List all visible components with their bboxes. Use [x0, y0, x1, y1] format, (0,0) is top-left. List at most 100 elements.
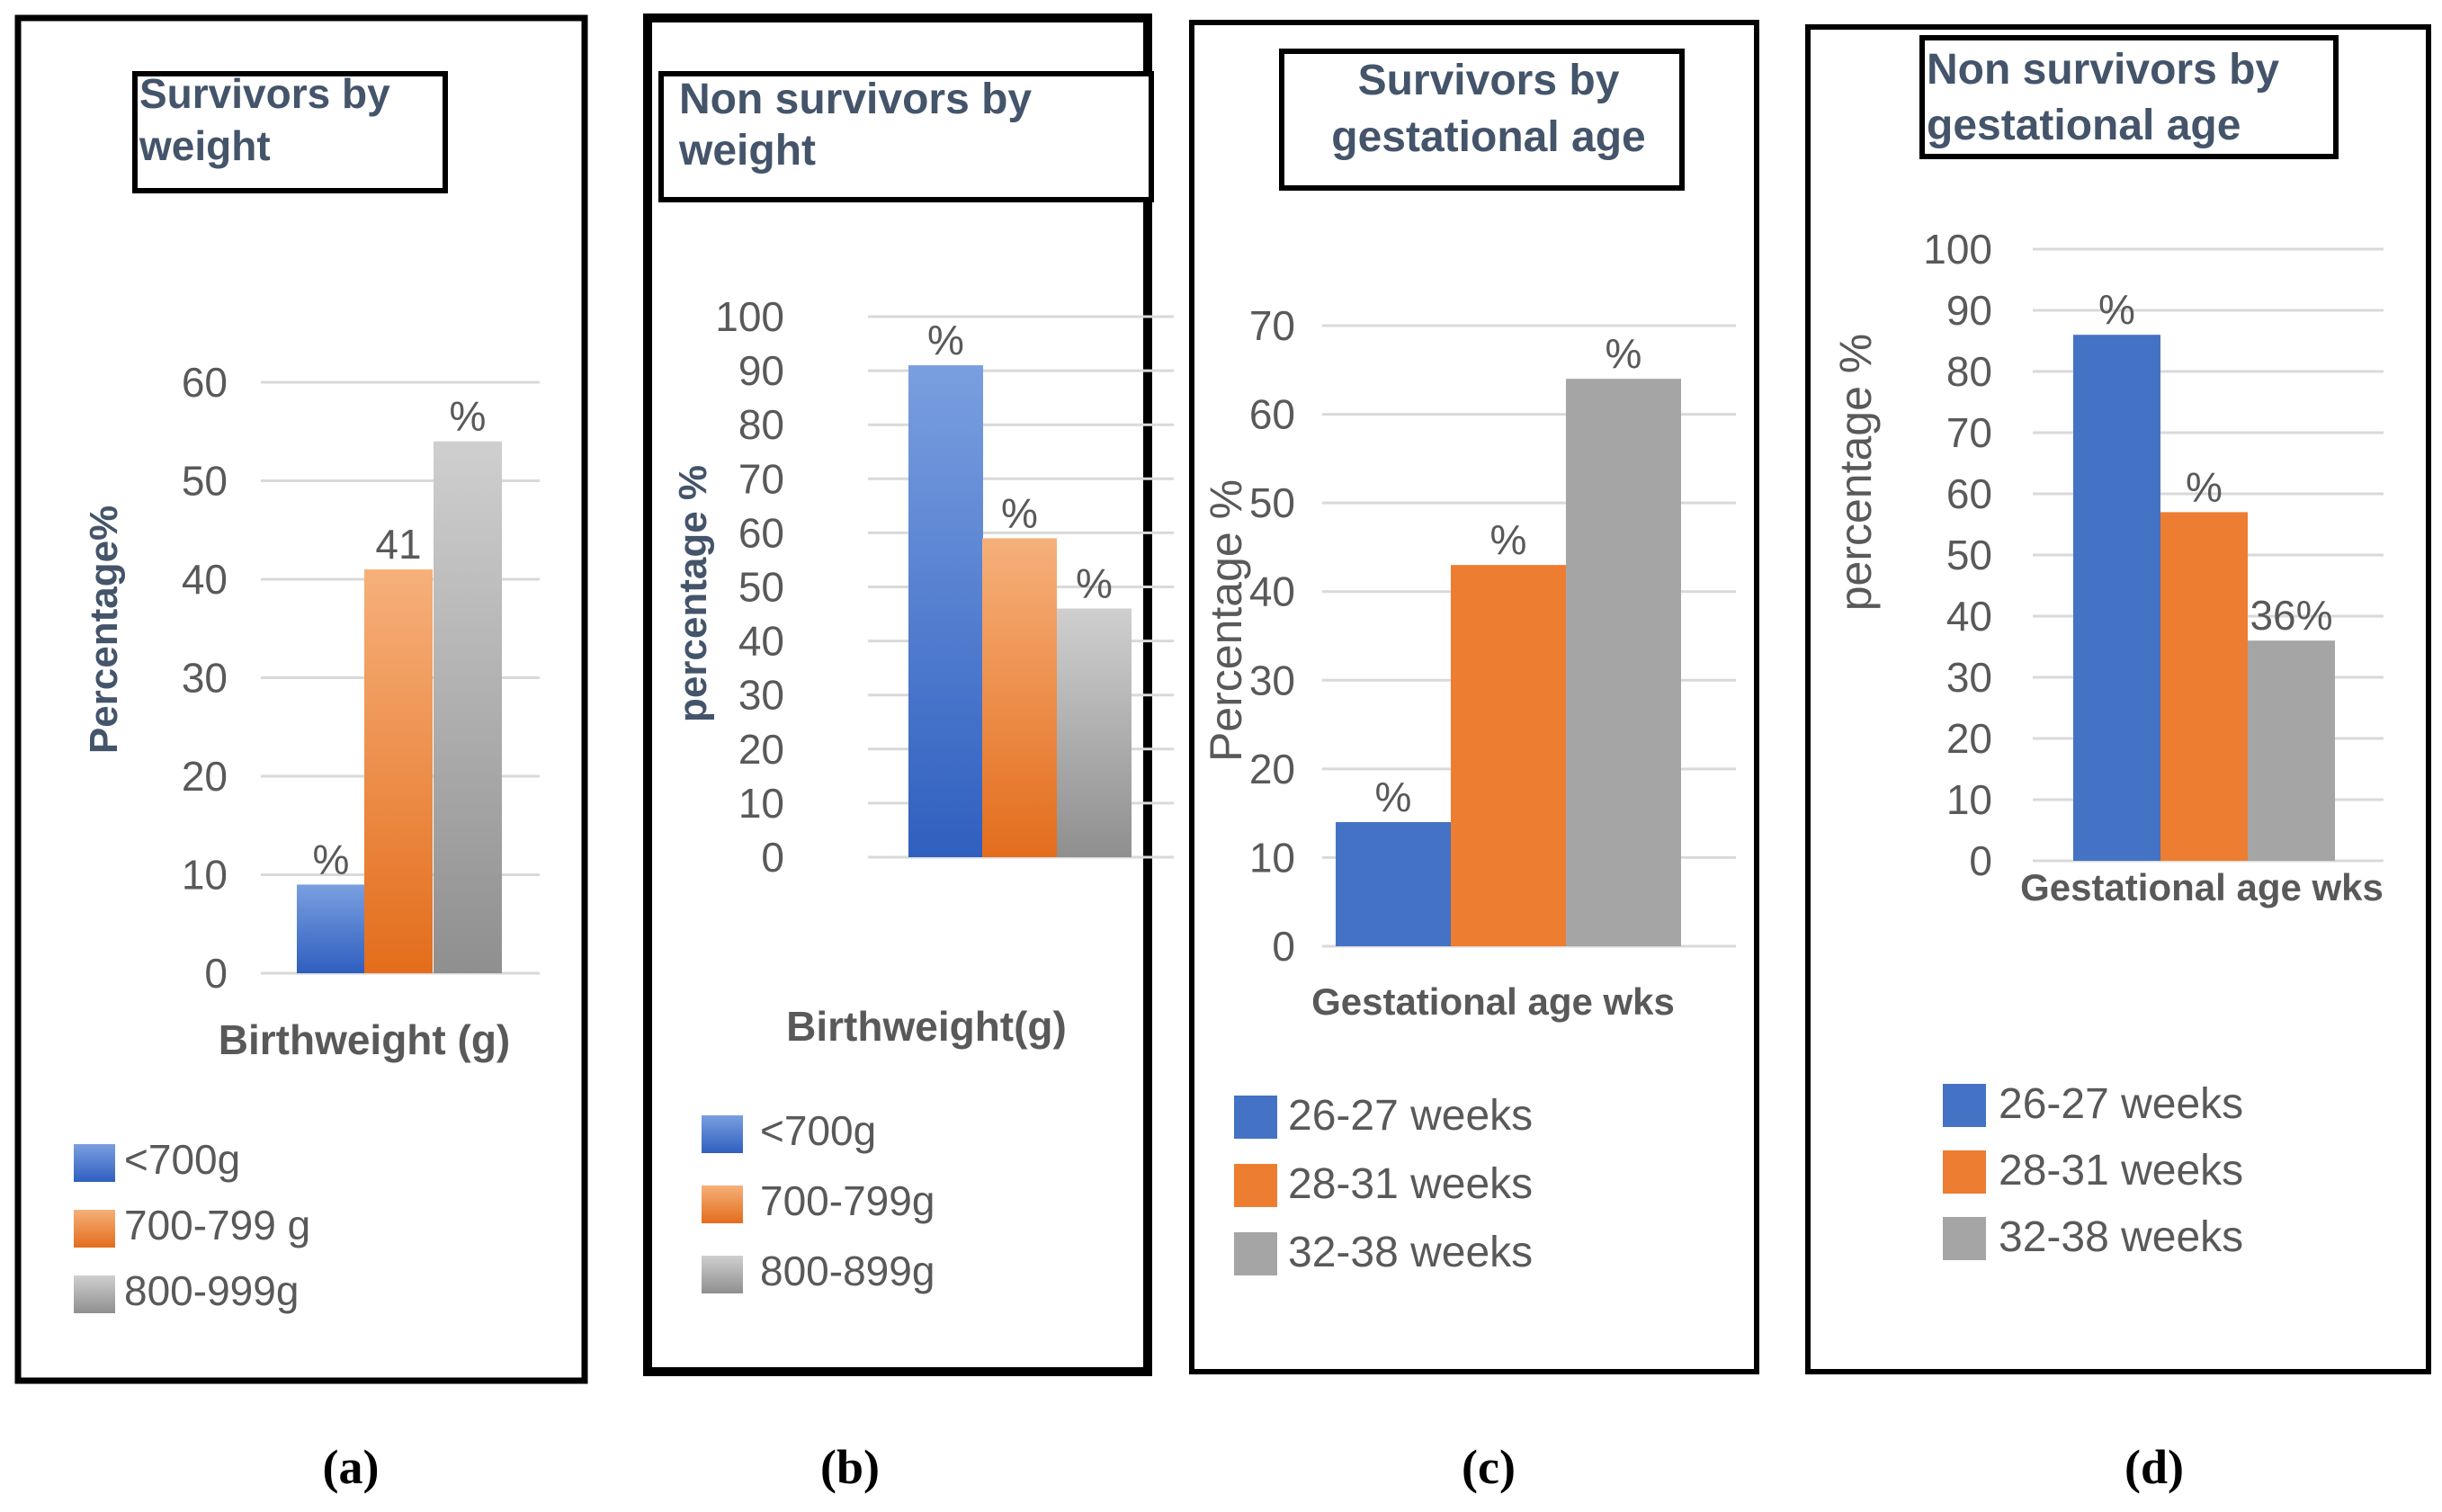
y-tick-label: 0: [761, 834, 784, 881]
y-tick-label: 50: [738, 564, 784, 611]
x-axis-label: Gestational age wks: [1311, 980, 1675, 1023]
bar: [1057, 608, 1132, 857]
legend-swatch: [74, 1144, 115, 1182]
bar: [1451, 565, 1566, 946]
legend-label: 32-38 weeks: [1999, 1213, 2243, 1261]
legend-label: 800-899g: [760, 1248, 935, 1294]
legend-swatch: [702, 1185, 743, 1223]
bar: [1336, 822, 1451, 946]
panel-label-b: (b): [820, 1440, 880, 1494]
data-label: %: [2186, 463, 2223, 510]
y-tick-label: 30: [182, 655, 228, 702]
y-tick-label: 50: [182, 458, 228, 505]
y-tick-label: 40: [1249, 568, 1295, 615]
data-label: %: [1001, 489, 1038, 536]
y-tick-label: 100: [1923, 226, 1992, 273]
y-tick-label: 60: [1946, 470, 1992, 517]
bar: [908, 365, 983, 858]
legend-label: 26-27 weeks: [1999, 1080, 2243, 1128]
y-tick-label: 30: [1249, 657, 1295, 703]
y-tick-label: 60: [738, 509, 784, 556]
y-tick-label: 20: [1946, 715, 1992, 762]
chart-title: Non survivors by gestational age: [1927, 46, 2279, 149]
y-tick-label: 10: [1249, 834, 1295, 881]
data-label: %: [313, 836, 350, 882]
legend-label: 700-799 g: [124, 1202, 310, 1248]
bar: [434, 441, 502, 973]
y-tick-label: 90: [738, 347, 784, 394]
y-tick-label: 20: [738, 726, 784, 773]
chart-2: Survivors by gestational age 0 10 20 30 40 50 60…: [1189, 20, 1759, 1374]
legend: 26-27 weeks 28-31 weeks 32-38 weeks: [1943, 1080, 2243, 1261]
y-tick-label: 20: [1249, 746, 1295, 792]
legend-swatch: [702, 1115, 743, 1153]
y-tick-label: 50: [1946, 532, 1992, 578]
bar: [2248, 640, 2335, 861]
y-tick-label: 30: [738, 672, 784, 719]
legend: <700g 700-799g 800-899g: [702, 1107, 935, 1294]
y-axis-label: Percentage %: [1201, 479, 1251, 762]
y-tick-label: 100: [715, 293, 784, 340]
data-label: %: [1606, 330, 1642, 377]
legend-swatch: [1943, 1084, 1986, 1127]
legend-label: <700g: [124, 1136, 240, 1183]
title-box: [658, 71, 1154, 202]
bar: [982, 538, 1057, 857]
title-box: [1919, 35, 2339, 159]
title-box: [1279, 49, 1685, 191]
legend-label: 28-31 weeks: [1999, 1147, 2243, 1194]
bar: [297, 884, 365, 973]
legend-swatch: [74, 1210, 115, 1248]
data-label: %: [450, 393, 487, 440]
y-tick-label: 50: [1249, 479, 1295, 526]
legend-label: 26-27 weeks: [1288, 1092, 1533, 1140]
data-label: %: [1375, 774, 1412, 820]
x-axis-label: Birthweight(g): [786, 1003, 1067, 1050]
title-box: [132, 71, 448, 193]
data-label: %: [927, 317, 964, 363]
legend-label: 700-799g: [760, 1177, 935, 1224]
x-axis-label: Birthweight (g): [219, 1016, 511, 1063]
legend-label: 32-38 weeks: [1288, 1229, 1533, 1276]
legend-swatch: [702, 1256, 743, 1293]
panel-label-a: (a): [322, 1440, 380, 1494]
panel-frame: [1189, 20, 1759, 1374]
y-tick-label: 10: [738, 780, 784, 827]
y-tick-label: 40: [738, 618, 784, 665]
bar: [1566, 379, 1681, 947]
chart-3: Non survivors by gestational age 0 10 20 30 40…: [1805, 24, 2431, 1374]
chart-1: Non survivors by weight 0 10 20 30 40 50 60 70 80 9…: [643, 13, 1174, 1376]
y-tick-label: 0: [1272, 923, 1295, 970]
legend-swatch: [1234, 1096, 1277, 1139]
chart-title: Non survivors by weight: [678, 76, 1032, 174]
y-tick-label: 0: [204, 950, 228, 997]
data-label: 36%: [2250, 592, 2332, 639]
bar: [2160, 512, 2248, 861]
y-tick-label: 10: [182, 852, 228, 899]
y-tick-label: 40: [1946, 593, 1992, 640]
chart-0: Survivors by weight 0 10 20 30 40 50 60% 41% Perce…: [14, 14, 588, 1384]
legend: 26-27 weeks 28-31 weeks 32-38 weeks: [1234, 1092, 1533, 1276]
chart-title: Survivors by weight: [139, 70, 390, 169]
chart-title: Survivors by gestational age: [1331, 57, 1645, 161]
legend-label: <700g: [760, 1107, 876, 1154]
panel-label-d: (d): [2124, 1440, 2184, 1494]
legend-swatch: [1943, 1150, 1986, 1194]
panel-frame: [1805, 24, 2431, 1374]
legend: <700g 700-799 g 800-999g: [74, 1136, 310, 1314]
data-label: %: [1490, 516, 1527, 563]
panel-frame: [14, 14, 588, 1384]
legend-swatch: [1234, 1232, 1277, 1275]
legend-label: 28-31 weeks: [1288, 1160, 1533, 1208]
legend-label: 800-999g: [124, 1267, 299, 1314]
data-label: 41: [375, 521, 421, 568]
y-tick-label: 0: [1969, 837, 1992, 884]
y-tick-label: 40: [182, 556, 228, 603]
y-tick-label: 20: [182, 753, 228, 800]
y-tick-label: 60: [182, 359, 228, 406]
y-tick-label: 60: [1249, 391, 1295, 438]
legend-swatch: [1234, 1164, 1277, 1207]
x-axis-label: Gestational age wks: [2020, 866, 2384, 908]
data-label: %: [1076, 560, 1113, 607]
